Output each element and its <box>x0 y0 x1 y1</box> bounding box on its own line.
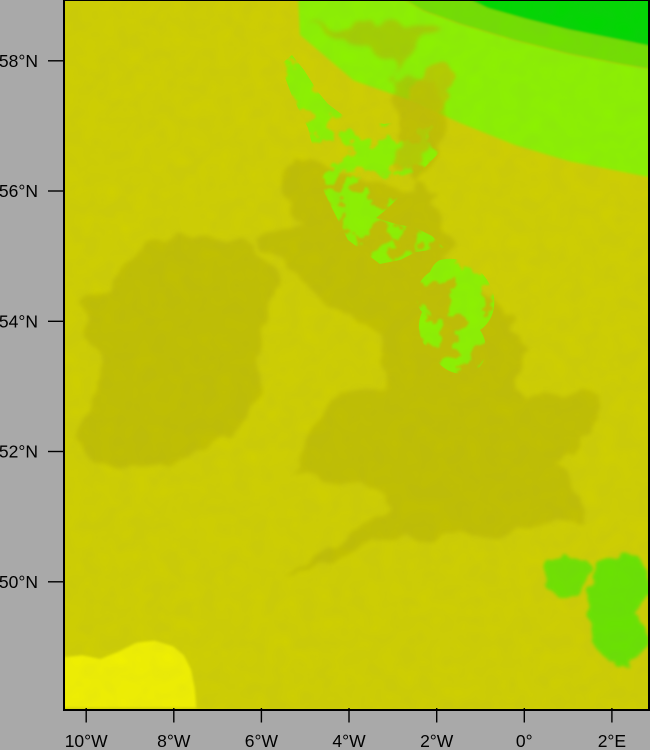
svg-text:8°W: 8°W <box>157 731 191 750</box>
svg-text:2°E: 2°E <box>598 731 626 750</box>
svg-text:54°N: 54°N <box>0 311 38 331</box>
svg-text:50°N: 50°N <box>0 572 38 592</box>
svg-text:2°W: 2°W <box>420 731 454 750</box>
svg-text:4°W: 4°W <box>332 731 366 750</box>
svg-text:10°W: 10°W <box>65 731 108 750</box>
svg-text:52°N: 52°N <box>0 442 38 462</box>
svg-text:58°N: 58°N <box>0 51 38 71</box>
svg-text:0°: 0° <box>516 731 533 750</box>
svg-text:56°N: 56°N <box>0 181 38 201</box>
svg-text:6°W: 6°W <box>245 731 279 750</box>
